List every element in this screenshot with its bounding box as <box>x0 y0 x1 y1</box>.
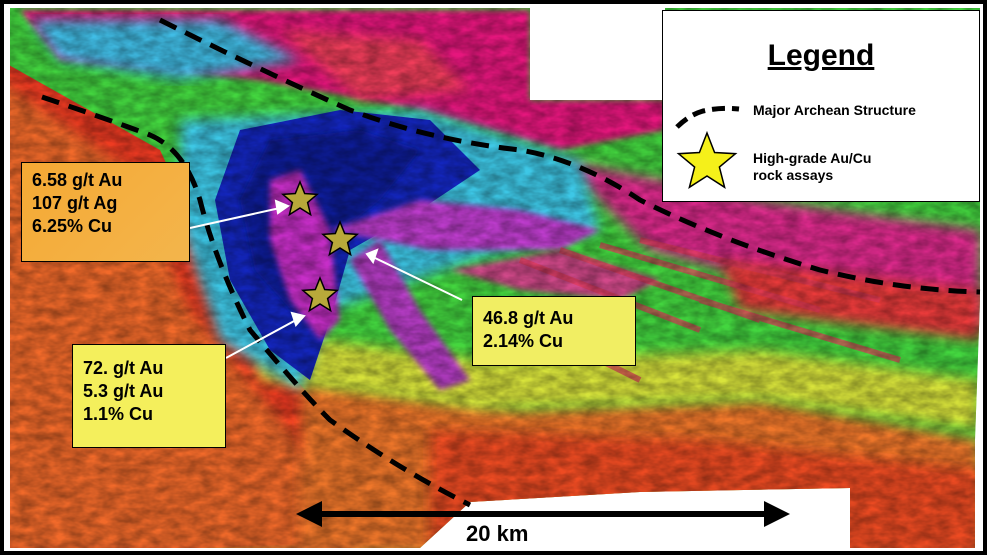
legend-symbols <box>675 105 740 189</box>
legend-star-icon <box>676 130 738 189</box>
callout-arrow <box>225 319 297 359</box>
legend-structure-line-icon <box>675 105 740 129</box>
callout-arrows <box>189 199 463 359</box>
assay-callout-west: 6.58 g/t Au 107 g/t Ag 6.25% Cu <box>21 162 190 262</box>
assay-value: 6.58 g/t Au <box>32 170 123 190</box>
assay-value: 72. g/t Au <box>83 358 164 378</box>
legend-assay-label-line: rock assays <box>753 167 834 183</box>
legend-structure-label: Major Archean Structure <box>753 102 916 118</box>
callout-arrow-head <box>290 311 306 327</box>
callout-arrow-head <box>365 248 379 265</box>
structure-north <box>158 17 981 295</box>
callout-arrow <box>374 257 463 301</box>
legend-title: Legend <box>767 39 875 72</box>
callout-arrow <box>189 207 281 229</box>
assay-star <box>281 180 319 217</box>
legend-assay-label: High-grade Au/Cu rock assays <box>753 150 871 184</box>
scale-label: 20 km <box>466 521 529 546</box>
assay-value: 5.3 g/t Au <box>83 381 164 401</box>
assay-callout-east: 46.8 g/t Au 2.14% Cu <box>472 296 636 366</box>
legend-box: Legend Major Archean Structure High-grad… <box>662 10 980 202</box>
assay-value: 107 g/t Ag <box>32 193 118 213</box>
assay-value: 46.8 g/t Au <box>483 308 574 328</box>
structure-southwest <box>41 94 472 508</box>
assay-value: 6.25% Cu <box>32 216 113 236</box>
assay-star <box>321 220 359 257</box>
assay-callout-south: 72. g/t Au 5.3 g/t Au 1.1% Cu <box>72 344 226 448</box>
scale-bar <box>296 501 790 527</box>
assay-value: 1.1% Cu <box>83 404 154 424</box>
callout-arrow-head <box>274 199 291 215</box>
legend-assay-label-line: High-grade Au/Cu <box>753 150 872 166</box>
assay-star <box>301 276 339 313</box>
assay-value: 2.14% Cu <box>483 331 564 351</box>
